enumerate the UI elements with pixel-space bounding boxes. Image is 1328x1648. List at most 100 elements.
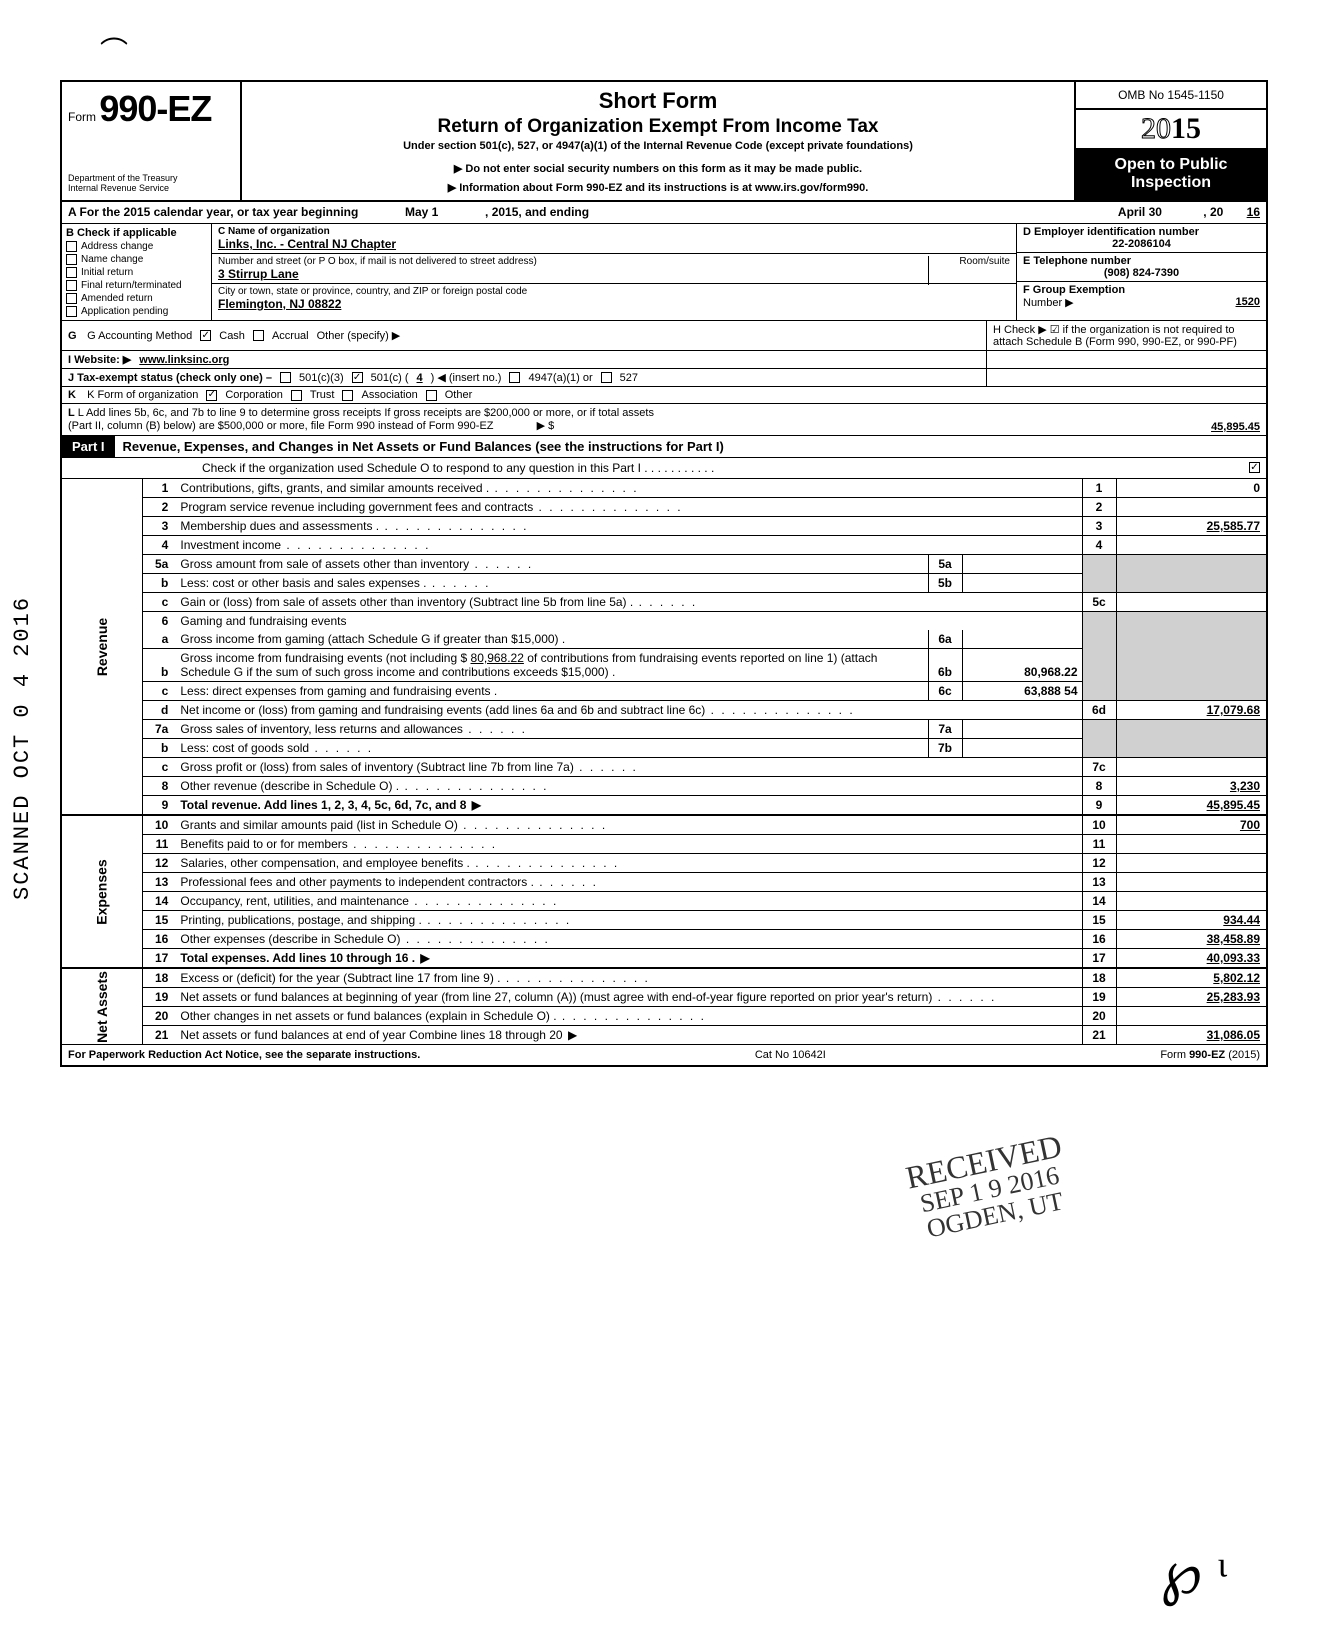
- chk-address-change[interactable]: Address change: [66, 241, 207, 252]
- ln: b: [142, 739, 176, 758]
- num: 2: [1082, 498, 1116, 517]
- chk-other[interactable]: [426, 390, 437, 401]
- num: 8: [1082, 777, 1116, 796]
- row-a-label: A For the 2015 calendar year, or tax yea…: [68, 205, 358, 219]
- amt: 17,079.68: [1116, 701, 1266, 720]
- col-b-header: B Check if applicable: [66, 227, 207, 239]
- mini-num: 6a: [928, 630, 962, 649]
- num: 21: [1082, 1026, 1116, 1045]
- row-h-cont: [986, 351, 1266, 368]
- ein-val: 22-2086104: [1023, 238, 1260, 250]
- chk-501c3[interactable]: [280, 372, 291, 383]
- line-21: 21 Net assets or fund balances at end of…: [62, 1026, 1266, 1045]
- l-text1: L L Add lines 5b, 6c, and 7b to line 9 t…: [68, 407, 1260, 419]
- instr-info: ▶ Information about Form 990-EZ and its …: [252, 181, 1064, 194]
- form-prefix: Form: [68, 110, 96, 124]
- form-990ez: Form 990-EZ Department of the Treasury I…: [60, 80, 1268, 1067]
- main-table: Revenue 1 Contributions, gifts, grants, …: [62, 479, 1266, 1045]
- amt-grey: [1116, 574, 1266, 593]
- line-5a: 5a Gross amount from sale of assets othe…: [62, 555, 1266, 574]
- c-num: 4: [417, 372, 423, 384]
- num: 13: [1082, 873, 1116, 892]
- chk-assoc[interactable]: [342, 390, 353, 401]
- footer-left: For Paperwork Reduction Act Notice, see …: [68, 1049, 420, 1061]
- num: 18: [1082, 968, 1116, 988]
- ln: 15: [142, 911, 176, 930]
- chk-final[interactable]: Final return/terminated: [66, 280, 207, 291]
- checkbox-icon: [66, 306, 77, 317]
- checkline-text: Check if the organization used Schedule …: [202, 461, 714, 475]
- chk-cash[interactable]: ✓: [200, 330, 211, 341]
- mini-num: 7b: [928, 739, 962, 758]
- tel-label: E Telephone number: [1023, 255, 1260, 267]
- amt: [1116, 498, 1266, 517]
- stamp-l2: SEP 1 9 2016: [909, 1161, 1069, 1219]
- desc: Grants and similar amounts paid (list in…: [176, 815, 1082, 835]
- num: 7c: [1082, 758, 1116, 777]
- chk-name-change[interactable]: Name change: [66, 254, 207, 265]
- chk-527[interactable]: [601, 372, 612, 383]
- group-cell: F Group Exemption Number ▶ 1520: [1017, 282, 1266, 311]
- line-14: 14 Occupancy, rent, utilities, and maint…: [62, 892, 1266, 911]
- amt: 25,585.77: [1116, 517, 1266, 536]
- mini-num: 6c: [928, 682, 962, 701]
- ln: 20: [142, 1007, 176, 1026]
- amt-grey: [1116, 720, 1266, 739]
- desc: Less: direct expenses from gaming and fu…: [176, 682, 928, 701]
- mini-num: 5b: [928, 574, 962, 593]
- desc: Gaming and fundraising events: [176, 612, 1082, 631]
- l-t1: L Add lines 5b, 6c, and 7b to line 9 to …: [78, 407, 654, 419]
- row-gh: G G Accounting Method ✓Cash Accrual Othe…: [62, 321, 1266, 351]
- section-netassets: Net Assets: [62, 968, 142, 1045]
- ln: 4: [142, 536, 176, 555]
- row-i-left: I Website: ▶ www.linksinc.org: [62, 351, 986, 368]
- accrual-label: Accrual: [272, 330, 309, 342]
- checkbox-icon: [66, 280, 77, 291]
- amt: 0: [1116, 479, 1266, 498]
- amt-grey: [1116, 682, 1266, 701]
- desc: Excess or (deficit) for the year (Subtra…: [176, 968, 1082, 988]
- amt: 38,458.89: [1116, 930, 1266, 949]
- trust-label: Trust: [310, 389, 335, 401]
- ln: 21: [142, 1026, 176, 1045]
- tilde-mark: ⌒: [100, 30, 128, 70]
- line-6c: c Less: direct expenses from gaming and …: [62, 682, 1266, 701]
- chk-amended[interactable]: Amended return: [66, 293, 207, 304]
- amt: 25,283.93: [1116, 988, 1266, 1007]
- chk-501c[interactable]: ✓: [352, 372, 363, 383]
- chk-label: Address change: [81, 241, 153, 252]
- desc: Membership dues and assessments .: [176, 517, 1082, 536]
- num: 1: [1082, 479, 1116, 498]
- l-amount: 45,895.45: [1211, 421, 1260, 433]
- desc: Gross profit or (loss) from sales of inv…: [176, 758, 1082, 777]
- num: 5c: [1082, 593, 1116, 612]
- mini-val: 63,888 54: [962, 682, 1082, 701]
- year-bold: 15: [1171, 112, 1201, 145]
- chk-corp[interactable]: ✓: [206, 390, 217, 401]
- tel-cell: E Telephone number (908) 824-7390: [1017, 253, 1266, 282]
- num: 20: [1082, 1007, 1116, 1026]
- chk-4947[interactable]: [509, 372, 520, 383]
- org-name-cell: C Name of organization Links, Inc. - Cen…: [212, 224, 1016, 254]
- amt-grey: [1116, 612, 1266, 631]
- line-8: 8 Other revenue (describe in Schedule O)…: [62, 777, 1266, 796]
- chk-initial[interactable]: Initial return: [66, 267, 207, 278]
- line-19: 19 Net assets or fund balances at beginn…: [62, 988, 1266, 1007]
- contrib: 80,968.22: [471, 651, 524, 665]
- section-expenses: Expenses: [62, 815, 142, 968]
- chk-schedule-o[interactable]: ✓: [1249, 462, 1260, 473]
- g-text: G Accounting Method: [87, 330, 192, 342]
- num: 11: [1082, 835, 1116, 854]
- mini-val: 80,968.22: [962, 649, 1082, 682]
- chk-trust[interactable]: [291, 390, 302, 401]
- amt: [1116, 835, 1266, 854]
- year-outline: 20: [1141, 112, 1171, 145]
- chk-pending[interactable]: Application pending: [66, 306, 207, 317]
- row-a-endlabel: , 20: [1203, 205, 1223, 219]
- chk-accrual[interactable]: [253, 330, 264, 341]
- org-name-val: Links, Inc. - Central NJ Chapter: [218, 237, 1010, 251]
- desc: Contributions, gifts, grants, and simila…: [176, 479, 1082, 498]
- amt: 5,802.12: [1116, 968, 1266, 988]
- cash-label: Cash: [219, 330, 245, 342]
- other-k-label: Other: [445, 389, 473, 401]
